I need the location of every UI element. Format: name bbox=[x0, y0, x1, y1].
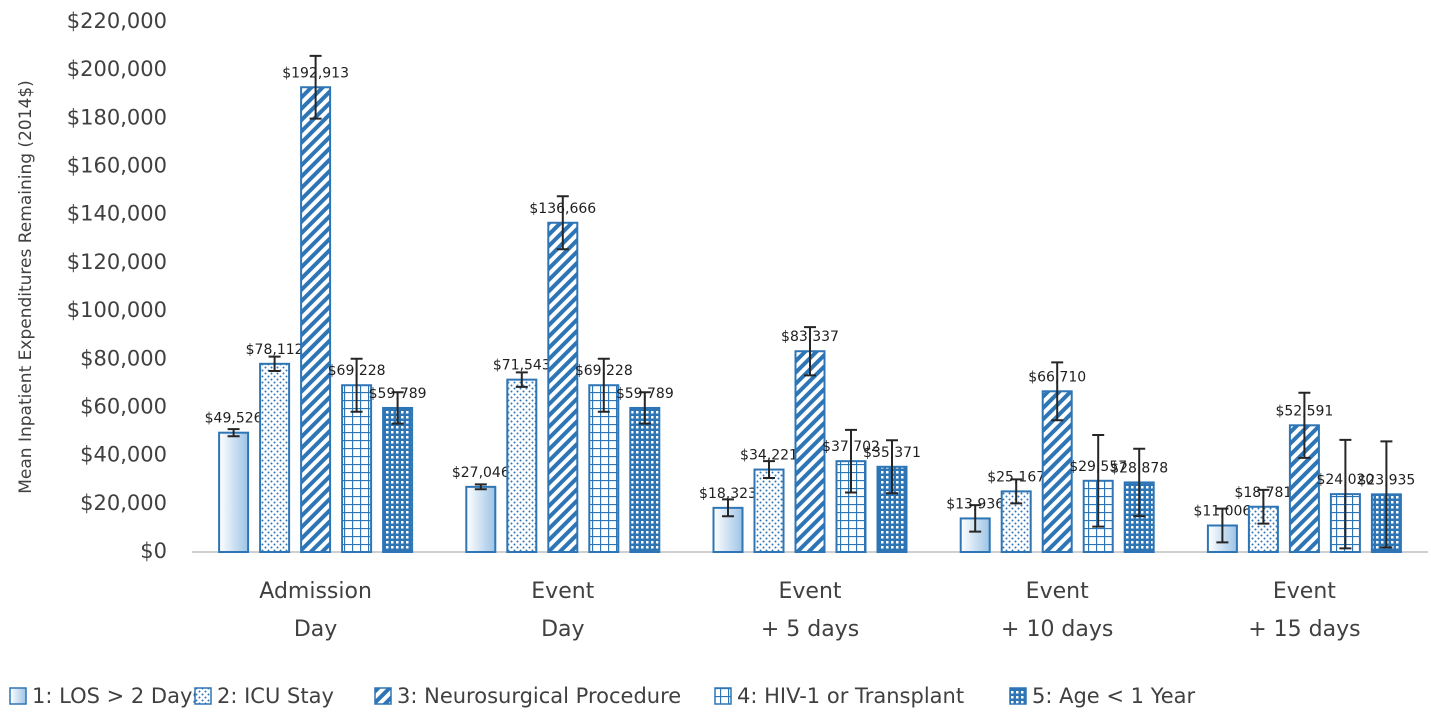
y-tick-label: $40,000 bbox=[80, 443, 167, 467]
value-label: $78,112 bbox=[246, 342, 304, 358]
y-axis-label: Mean Inpatient Expenditures Remaining (2… bbox=[16, 80, 36, 494]
error-bar bbox=[1092, 434, 1105, 528]
value-label: $66,710 bbox=[1028, 369, 1086, 385]
value-label: $13,936 bbox=[946, 496, 1004, 512]
y-tick-label: $20,000 bbox=[80, 491, 167, 515]
value-label: $136,666 bbox=[529, 201, 596, 217]
legend-label: 4: HIV-1 or Transplant bbox=[737, 684, 964, 708]
value-label: $71,543 bbox=[493, 358, 551, 374]
value-label: $69,228 bbox=[575, 363, 633, 379]
value-label: $11,006 bbox=[1193, 503, 1251, 519]
bar bbox=[588, 384, 620, 553]
bar bbox=[1041, 390, 1073, 553]
y-tick-label: $100,000 bbox=[67, 298, 167, 322]
legend-swatch bbox=[1009, 687, 1027, 705]
value-label: $18,323 bbox=[699, 486, 757, 502]
error-bar bbox=[391, 391, 404, 425]
error-bar bbox=[763, 460, 775, 479]
bar bbox=[959, 517, 991, 553]
value-label: $49,526 bbox=[205, 411, 263, 427]
y-tick-label: $0 bbox=[140, 539, 167, 563]
value-label: $192,913 bbox=[282, 65, 349, 81]
y-tick-label: $60,000 bbox=[80, 394, 167, 418]
value-label: $25,167 bbox=[987, 469, 1045, 485]
value-label: $37,702 bbox=[822, 439, 880, 455]
error-bar bbox=[845, 428, 857, 494]
value-label: $69,228 bbox=[328, 363, 386, 379]
x-tick-label: Admission bbox=[259, 579, 372, 604]
error-bar bbox=[227, 428, 240, 438]
error-bar bbox=[886, 439, 898, 495]
y-tick-label: $160,000 bbox=[67, 154, 167, 178]
y-tick-label: $180,000 bbox=[67, 105, 167, 129]
error-bar bbox=[268, 355, 281, 373]
x-tick-label: + 15 days bbox=[1248, 617, 1360, 642]
error-bar bbox=[722, 498, 734, 518]
error-bar bbox=[515, 371, 528, 388]
error-bar bbox=[804, 326, 816, 377]
value-label: $24,020 bbox=[1316, 472, 1374, 488]
bar bbox=[218, 431, 250, 554]
x-tick-label: Event bbox=[531, 579, 594, 604]
error-bar bbox=[1298, 391, 1311, 459]
bar bbox=[753, 468, 785, 553]
legend-label: 5: Age < 1 Year bbox=[1032, 684, 1196, 708]
x-tick-label: + 5 days bbox=[761, 617, 859, 642]
bar bbox=[300, 86, 332, 554]
x-tick-label: Day bbox=[541, 617, 584, 642]
legend-swatch bbox=[714, 687, 732, 705]
legend-label: 3: Neurosurgical Procedure bbox=[397, 684, 681, 708]
legend-swatch bbox=[9, 687, 27, 705]
x-tick-label: Event bbox=[778, 579, 841, 604]
value-label: $28,878 bbox=[1110, 460, 1168, 476]
y-tick-label: $120,000 bbox=[67, 250, 167, 274]
value-label: $35,371 bbox=[863, 445, 921, 461]
error-bar bbox=[474, 483, 487, 491]
value-label: $23,935 bbox=[1357, 472, 1415, 488]
bar bbox=[382, 406, 414, 553]
value-label: $27,046 bbox=[452, 465, 510, 481]
error-bar bbox=[1380, 440, 1393, 549]
error-bar bbox=[1257, 488, 1270, 525]
value-label: $34,221 bbox=[740, 448, 798, 464]
value-label: $18,781 bbox=[1234, 485, 1292, 501]
error-bar bbox=[556, 195, 569, 251]
error-bar bbox=[309, 54, 322, 120]
legend-label: 1: LOS > 2 Days bbox=[32, 684, 203, 708]
bar bbox=[547, 221, 579, 553]
error-bar bbox=[350, 357, 363, 413]
value-label: $59,789 bbox=[369, 386, 427, 402]
error-bar bbox=[597, 357, 610, 413]
bar bbox=[506, 378, 538, 554]
value-label: $29,557 bbox=[1069, 459, 1127, 475]
error-bar bbox=[638, 391, 651, 425]
legend-swatch bbox=[374, 687, 392, 705]
value-label: $83,337 bbox=[781, 329, 839, 345]
error-bar bbox=[1216, 507, 1229, 544]
x-tick-label: + 10 days bbox=[1001, 617, 1113, 642]
error-bar bbox=[1051, 361, 1064, 422]
error-bar bbox=[969, 504, 982, 533]
x-tick-label: Day bbox=[294, 617, 337, 642]
bar bbox=[794, 350, 826, 553]
error-bar bbox=[1010, 478, 1023, 505]
y-tick-label: $200,000 bbox=[67, 57, 167, 81]
y-tick-label: $80,000 bbox=[80, 346, 167, 370]
bar bbox=[629, 406, 661, 553]
error-bar bbox=[1339, 438, 1352, 550]
legend-label: 2: ICU Stay bbox=[217, 684, 334, 708]
value-label: $52,591 bbox=[1275, 403, 1333, 419]
x-tick-label: Event bbox=[1026, 579, 1089, 604]
legend-swatch bbox=[194, 687, 212, 705]
x-tick-label: Event bbox=[1273, 579, 1336, 604]
bar bbox=[465, 485, 497, 553]
error-bar bbox=[1133, 447, 1146, 518]
value-label: $59,789 bbox=[616, 386, 674, 402]
y-tick-label: $220,000 bbox=[67, 9, 167, 33]
bar bbox=[259, 362, 291, 554]
y-tick-label: $140,000 bbox=[67, 202, 167, 226]
